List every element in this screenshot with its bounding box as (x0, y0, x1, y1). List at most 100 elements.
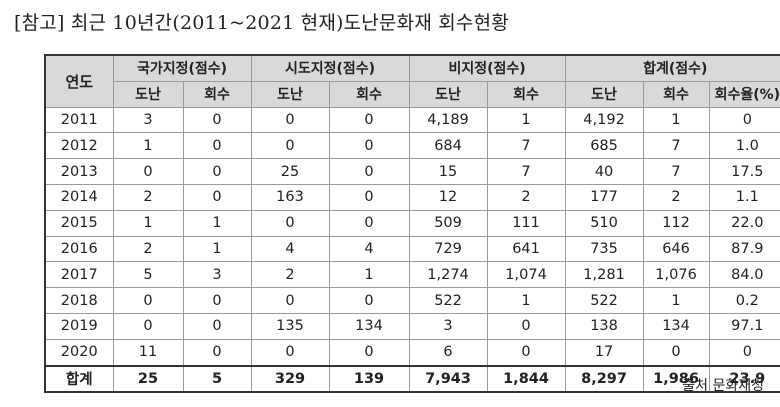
header-row-subheaders: 도난 회수 도난 회수 도난 회수 도난 회수 회수율(%) (45, 80, 780, 108)
year-cell: 2011 (44, 106, 114, 134)
group-header-national: 국가지정(점수) (112, 54, 252, 82)
subheader: 회수율(%) (708, 80, 780, 108)
header-row-groups: 연도 국가지정(점수) 시도지정(점수) 비지정(점수) 합계(점수) (44, 54, 780, 108)
table-cell: 0 (182, 183, 252, 211)
table-cell: 1 (486, 287, 566, 314)
table-cell: 2 (250, 261, 330, 289)
table-body: 2011 3 0 0 0 4,189 1 4,192 1 0 2012 1 0 0 0 684 7 685 7 1.0… (44, 106, 780, 367)
total-cell: 23.9 (708, 364, 780, 393)
table-cell: 1 (642, 106, 710, 134)
year-cell: 2018 (44, 287, 114, 314)
table-row: 2018 0 0 0 0 522 1 522 1 0.2 (44, 287, 780, 314)
table-cell: 1,074 (486, 261, 566, 289)
subheader: 회수 (182, 80, 252, 108)
table-row: 2019 0 0 135 134 3 0 138 134 97.1 (44, 312, 780, 340)
table-cell: 1 (328, 261, 410, 289)
table-cell: 97.1 (708, 312, 780, 340)
table-cell: 7 (486, 158, 566, 185)
year-cell: 2015 (44, 209, 114, 237)
table-cell: 0 (708, 106, 780, 134)
table-cell: 87.9 (708, 235, 780, 263)
table-cell: 163 (250, 183, 330, 211)
subheader: 회수 (486, 80, 566, 108)
table-cell: 1 (486, 106, 566, 134)
group-header-total: 합계(점수) (564, 54, 780, 82)
subheader: 도난 (112, 80, 184, 108)
table-cell: 684 (408, 132, 488, 160)
subheader: 도난 (408, 80, 488, 108)
table-cell: 2 (642, 183, 710, 211)
source-note: 출처 문화재청 (682, 378, 764, 394)
table-cell: 1,076 (642, 261, 710, 289)
table-cell: 0 (112, 287, 184, 314)
year-cell: 2020 (44, 338, 114, 367)
year-header: 연도 (44, 54, 114, 108)
table-cell: 729 (408, 235, 488, 263)
table-row: 2020 11 0 0 0 6 0 17 0 0 (44, 338, 780, 367)
table-cell: 1 (112, 132, 184, 160)
table-cell: 510 (564, 209, 644, 237)
table-cell: 177 (564, 183, 644, 211)
table-cell: 0 (328, 287, 410, 314)
table-cell: 12 (408, 183, 488, 211)
table-cell: 0 (328, 106, 410, 134)
table-cell: 735 (564, 235, 644, 263)
table-cell: 4 (328, 235, 410, 263)
table-cell: 685 (564, 132, 644, 160)
year-cell: 2014 (44, 183, 114, 211)
table-cell: 134 (328, 312, 410, 340)
table-cell: 0 (182, 132, 252, 160)
table-cell: 15 (408, 158, 488, 185)
table-cell: 0 (328, 209, 410, 237)
table-cell: 138 (564, 312, 644, 340)
table-cell: 2 (112, 235, 184, 263)
total-cell: 8,297 (564, 364, 644, 393)
group-header-undesignated: 비지정(점수) (408, 54, 566, 82)
total-label-cell: 합계 (44, 364, 114, 393)
table-cell: 4,189 (408, 106, 488, 134)
recovery-table-container: 연도 국가지정(점수) 시도지정(점수) 비지정(점수) 합계(점수) 도난 회… (44, 54, 780, 394)
table-cell: 0 (112, 158, 184, 185)
table-cell: 0 (486, 312, 566, 340)
table-cell: 17.5 (708, 158, 780, 185)
table-cell: 509 (408, 209, 488, 237)
table-cell: 1.1 (708, 183, 780, 211)
table-cell: 0 (328, 183, 410, 211)
table-cell: 0 (112, 312, 184, 340)
table-cell: 0 (250, 287, 330, 314)
table-cell: 84.0 (708, 261, 780, 289)
table-cell: 0 (250, 106, 330, 134)
table-cell: 22.0 (708, 209, 780, 237)
table-cell: 6 (408, 338, 488, 367)
table-cell: 1 (112, 209, 184, 237)
table-cell: 2 (112, 183, 184, 211)
table-cell: 522 (564, 287, 644, 314)
year-cell: 2016 (44, 235, 114, 263)
subheader: 회수 (642, 80, 710, 108)
table-row: 2011 3 0 0 0 4,189 1 4,192 1 0 (44, 106, 780, 134)
table-row: 2012 1 0 0 0 684 7 685 7 1.0 (44, 132, 780, 160)
table-cell: 40 (564, 158, 644, 185)
table-cell: 3 (112, 106, 184, 134)
table-cell: 0.2 (708, 287, 780, 314)
table-row: 2016 2 1 4 4 729 641 735 646 87.9 (44, 235, 780, 263)
table-cell: 25 (250, 158, 330, 185)
table-cell: 5 (112, 261, 184, 289)
year-cell: 2012 (44, 132, 114, 160)
table-cell: 1.0 (708, 132, 780, 160)
table-cell: 4 (250, 235, 330, 263)
table-cell: 134 (642, 312, 710, 340)
table-cell: 4,192 (564, 106, 644, 134)
table-cell: 2 (486, 183, 566, 211)
table-cell: 0 (328, 158, 410, 185)
total-cell: 1,844 (486, 364, 566, 393)
table-cell: 7 (486, 132, 566, 160)
table-cell: 7 (642, 132, 710, 160)
table-row: 2014 2 0 163 0 12 2 177 2 1.1 (44, 183, 780, 211)
subheader: 회수 (328, 80, 410, 108)
total-cell: 5 (182, 364, 252, 393)
table-row: 2017 5 3 2 1 1,274 1,074 1,281 1,076 84.0 (44, 261, 780, 289)
table-cell: 0 (250, 209, 330, 237)
table-cell: 17 (564, 338, 644, 367)
table-cell: 0 (642, 338, 710, 367)
